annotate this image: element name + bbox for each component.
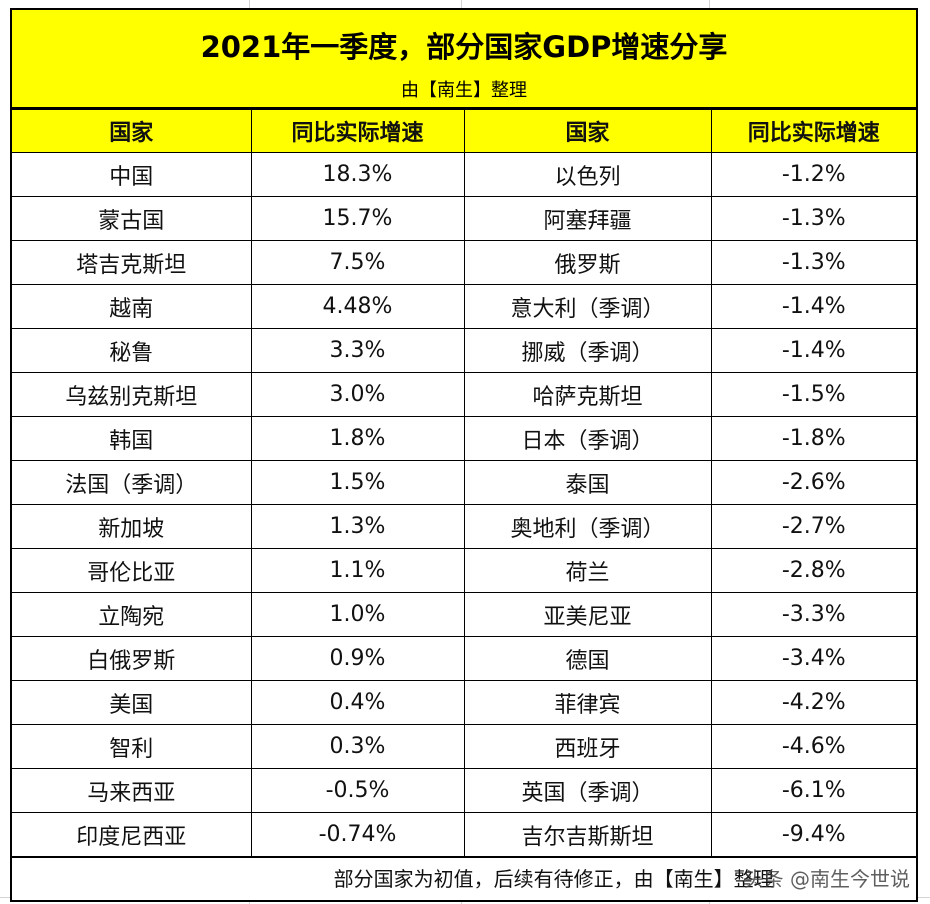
growth-cell[interactable]: -1.3% [710, 240, 916, 285]
footer-note: 部分国家为初值，后续有待修正，由【南生】整理 [333, 867, 774, 891]
growth-cell[interactable]: 1.1% [250, 548, 465, 593]
table-row: 美国 0.4% 菲律宾 -4.2% [12, 680, 916, 725]
country-cell[interactable]: 越南 [12, 284, 252, 329]
country-cell[interactable]: 奥地利（季调） [463, 504, 712, 549]
growth-cell[interactable]: 4.48% [250, 284, 465, 329]
country-cell[interactable]: 菲律宾 [463, 680, 712, 725]
table-row: 白俄罗斯 0.9% 德国 -3.4% [12, 636, 916, 681]
country-cell[interactable]: 马来西亚 [12, 768, 252, 813]
watermark: 头条 @南生今世说 [743, 867, 910, 891]
growth-cell[interactable]: -1.8% [710, 416, 916, 461]
growth-cell[interactable]: 0.4% [250, 680, 465, 725]
header-country: 国家 [463, 109, 712, 153]
growth-cell[interactable]: -4.6% [710, 724, 916, 769]
country-cell[interactable]: 智利 [12, 724, 252, 769]
growth-cell[interactable]: -2.6% [710, 460, 916, 505]
country-cell[interactable]: 以色列 [463, 152, 712, 197]
country-cell[interactable]: 阿塞拜疆 [463, 196, 712, 241]
country-cell[interactable]: 德国 [463, 636, 712, 681]
growth-cell[interactable]: -1.5% [710, 372, 916, 417]
table-title: 2021年一季度，部分国家GDP增速分享 [200, 30, 728, 64]
growth-cell[interactable]: 18.3% [250, 152, 465, 197]
table-row: 越南 4.48% 意大利（季调） -1.4% [12, 284, 916, 329]
country-cell[interactable]: 印度尼西亚 [12, 812, 252, 857]
country-cell[interactable]: 塔吉克斯坦 [12, 240, 252, 285]
table-row: 中国 18.3% 以色列 -1.2% [12, 152, 916, 197]
growth-cell[interactable]: 1.0% [250, 592, 465, 637]
growth-cell[interactable]: 3.3% [250, 328, 465, 373]
table-row: 蒙古国 15.7% 阿塞拜疆 -1.3% [12, 196, 916, 241]
table-row: 智利 0.3% 西班牙 -4.6% [12, 724, 916, 769]
country-cell[interactable]: 法国（季调） [12, 460, 252, 505]
table-row: 韩国 1.8% 日本（季调） -1.8% [12, 416, 916, 461]
growth-cell[interactable]: -3.4% [710, 636, 916, 681]
growth-cell[interactable]: 0.3% [250, 724, 465, 769]
table-row: 乌兹别克斯坦 3.0% 哈萨克斯坦 -1.5% [12, 372, 916, 417]
table-row: 塔吉克斯坦 7.5% 俄罗斯 -1.3% [12, 240, 916, 285]
growth-cell[interactable]: -0.74% [250, 812, 465, 857]
country-cell[interactable]: 中国 [12, 152, 252, 197]
growth-cell[interactable]: -2.7% [710, 504, 916, 549]
growth-cell[interactable]: 0.9% [250, 636, 465, 681]
table-row: 印度尼西亚 -0.74% 吉尔吉斯斯坦 -9.4% [12, 812, 916, 857]
country-cell[interactable]: 泰国 [463, 460, 712, 505]
title-band: 2021年一季度，部分国家GDP增速分享 由【南生】整理 [12, 10, 916, 109]
growth-cell[interactable]: -2.8% [710, 548, 916, 593]
growth-cell[interactable]: 3.0% [250, 372, 465, 417]
table-row: 秘鲁 3.3% 挪威（季调） -1.4% [12, 328, 916, 373]
country-cell[interactable]: 荷兰 [463, 548, 712, 593]
growth-cell[interactable]: 1.3% [250, 504, 465, 549]
growth-cell[interactable]: -9.4% [710, 812, 916, 857]
growth-cell[interactable]: -1.2% [710, 152, 916, 197]
growth-cell[interactable]: -1.3% [710, 196, 916, 241]
country-cell[interactable]: 意大利（季调） [463, 284, 712, 329]
header-growth: 同比实际增速 [250, 109, 465, 153]
country-cell[interactable]: 秘鲁 [12, 328, 252, 373]
header-country: 国家 [12, 109, 252, 153]
country-cell[interactable]: 白俄罗斯 [12, 636, 252, 681]
growth-cell[interactable]: -0.5% [250, 768, 465, 813]
country-cell[interactable]: 亚美尼亚 [463, 592, 712, 637]
growth-cell[interactable]: 1.8% [250, 416, 465, 461]
country-cell[interactable]: 哈萨克斯坦 [463, 372, 712, 417]
country-cell[interactable]: 吉尔吉斯斯坦 [463, 812, 712, 857]
table-row: 新加坡 1.3% 奥地利（季调） -2.7% [12, 504, 916, 549]
header-growth: 同比实际增速 [710, 109, 916, 153]
table-subtitle: 由【南生】整理 [401, 80, 527, 101]
country-cell[interactable]: 乌兹别克斯坦 [12, 372, 252, 417]
country-cell[interactable]: 蒙古国 [12, 196, 252, 241]
country-cell[interactable]: 俄罗斯 [463, 240, 712, 285]
footer-note-cell: 部分国家为初值，后续有待修正，由【南生】整理头条 @南生今世说 [12, 857, 916, 900]
country-cell[interactable]: 哥伦比亚 [12, 548, 252, 593]
country-cell[interactable]: 美国 [12, 680, 252, 725]
growth-cell[interactable]: 1.5% [250, 460, 465, 505]
country-cell[interactable]: 新加坡 [12, 504, 252, 549]
growth-cell[interactable]: 7.5% [250, 240, 465, 285]
data-table: 国家 同比实际增速 国家 同比实际增速 中国 18.3% 以色列 -1.2% 蒙古国 15… [12, 109, 916, 857]
table-row: 马来西亚 -0.5% 英国（季调） -6.1% [12, 768, 916, 813]
growth-cell[interactable]: -3.3% [710, 592, 916, 637]
header-row: 国家 同比实际增速 国家 同比实际增速 [12, 109, 916, 153]
gdp-table: 2021年一季度，部分国家GDP增速分享 由【南生】整理 国家 同比实际增速 国… [10, 8, 918, 902]
country-cell[interactable]: 英国（季调） [463, 768, 712, 813]
growth-cell[interactable]: -6.1% [710, 768, 916, 813]
table-row: 哥伦比亚 1.1% 荷兰 -2.8% [12, 548, 916, 593]
growth-cell[interactable]: -1.4% [710, 284, 916, 329]
country-cell[interactable]: 日本（季调） [463, 416, 712, 461]
table-row: 法国（季调） 1.5% 泰国 -2.6% [12, 460, 916, 505]
growth-cell[interactable]: -4.2% [710, 680, 916, 725]
growth-cell[interactable]: -1.4% [710, 328, 916, 373]
country-cell[interactable]: 挪威（季调） [463, 328, 712, 373]
table-row: 立陶宛 1.0% 亚美尼亚 -3.3% [12, 592, 916, 637]
country-cell[interactable]: 立陶宛 [12, 592, 252, 637]
country-cell[interactable]: 西班牙 [463, 724, 712, 769]
country-cell[interactable]: 韩国 [12, 416, 252, 461]
growth-cell[interactable]: 15.7% [250, 196, 465, 241]
